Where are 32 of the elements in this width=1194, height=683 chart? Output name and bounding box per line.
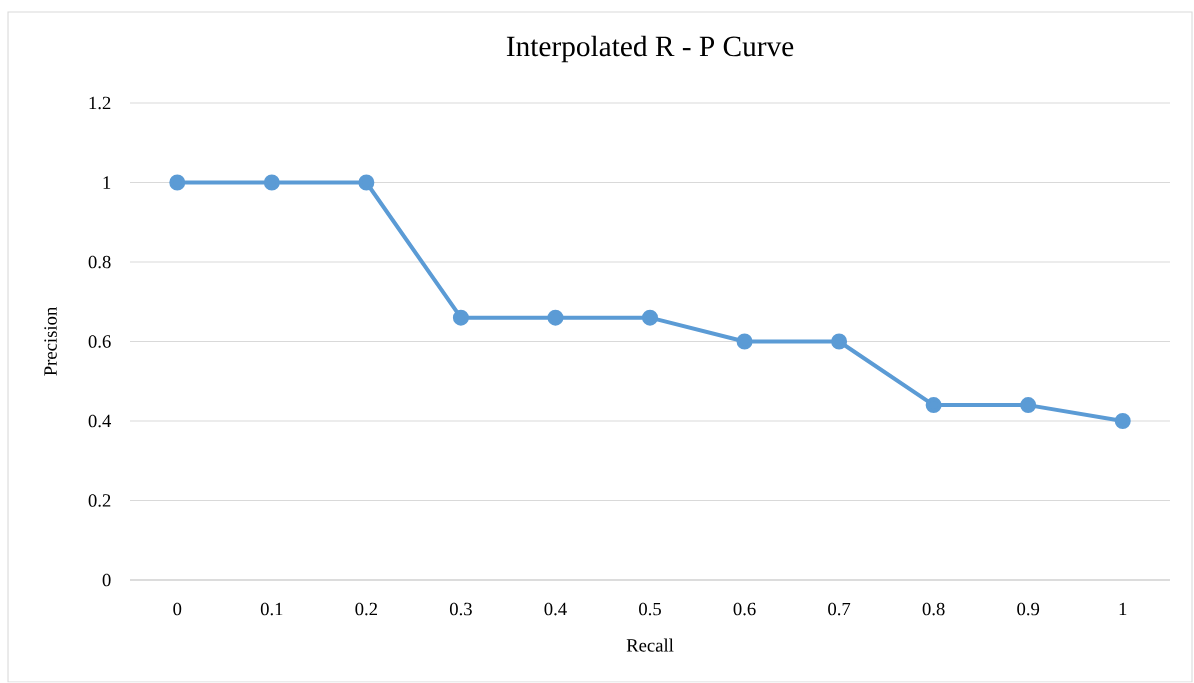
y-tick-label: 0.6: [88, 335, 111, 349]
chart-title: Interpolated R - P Curve: [506, 35, 794, 63]
x-tick-label: 0.1: [260, 602, 283, 616]
x-tick-label: 0.4: [544, 602, 567, 616]
point: [642, 309, 659, 326]
y-tick-label: 0.8: [88, 255, 111, 269]
y-tick-label: 0.2: [88, 494, 111, 508]
x-tick-label: 0.9: [1017, 602, 1040, 616]
x-tick-label: 0.7: [828, 602, 851, 616]
point: [358, 174, 375, 191]
x-tick-label: 0.2: [355, 602, 378, 616]
point: [1114, 413, 1131, 430]
y-tick-label: 0: [102, 573, 111, 587]
y-tick-label: 1.2: [89, 96, 111, 110]
y-axis-title: Precision: [44, 307, 57, 376]
point: [263, 174, 280, 191]
point: [831, 333, 848, 350]
point: [1020, 397, 1037, 414]
point: [736, 333, 753, 350]
x-tick-label: 1: [1119, 602, 1127, 616]
x-tick-label: 0.8: [922, 602, 945, 616]
x-tick-label: 0.5: [639, 602, 661, 616]
x-tick-label: 0: [173, 602, 182, 616]
point: [452, 309, 469, 326]
point: [169, 174, 186, 191]
y-tick-label: 0.4: [88, 414, 112, 428]
y-tick-label: 1: [103, 176, 111, 189]
x-axis-title: Recall: [626, 638, 674, 652]
x-tick-label: 0.6: [733, 602, 756, 616]
point: [547, 309, 564, 326]
x-tick-label: 0.3: [449, 602, 472, 616]
point: [925, 397, 942, 414]
